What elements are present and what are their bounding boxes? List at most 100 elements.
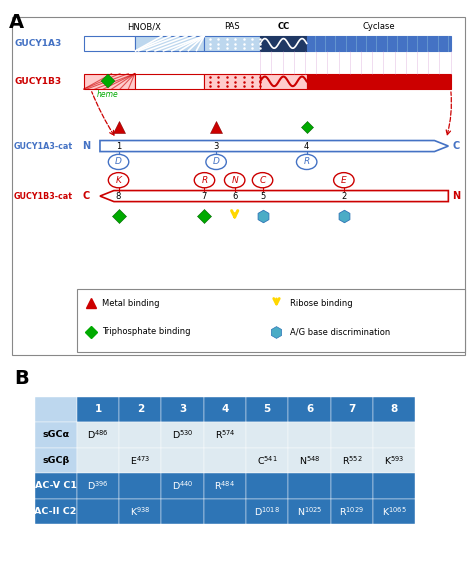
Text: E$^{473}$: E$^{473}$ [130, 454, 150, 467]
Text: K$^{1065}$: K$^{1065}$ [382, 505, 407, 518]
Text: R$^{1029}$: R$^{1029}$ [339, 505, 365, 518]
FancyBboxPatch shape [373, 448, 415, 473]
FancyBboxPatch shape [35, 473, 77, 499]
FancyBboxPatch shape [204, 36, 260, 51]
Text: N: N [231, 176, 238, 185]
Text: 4: 4 [221, 404, 228, 415]
FancyBboxPatch shape [204, 448, 246, 473]
Text: N: N [82, 141, 90, 151]
FancyBboxPatch shape [373, 499, 415, 524]
FancyBboxPatch shape [246, 499, 288, 524]
FancyBboxPatch shape [288, 448, 331, 473]
Text: 8: 8 [116, 191, 121, 201]
FancyBboxPatch shape [246, 473, 288, 499]
FancyBboxPatch shape [119, 422, 162, 448]
FancyBboxPatch shape [331, 473, 373, 499]
FancyBboxPatch shape [77, 397, 119, 422]
Text: A/G base discrimination: A/G base discrimination [291, 327, 391, 336]
Text: AC-II C2: AC-II C2 [35, 507, 77, 516]
Text: R: R [303, 158, 310, 166]
Text: 8: 8 [391, 404, 398, 415]
FancyBboxPatch shape [260, 74, 307, 89]
Text: Metal binding: Metal binding [102, 298, 160, 308]
FancyBboxPatch shape [77, 448, 119, 473]
FancyBboxPatch shape [135, 36, 204, 51]
FancyBboxPatch shape [204, 397, 246, 422]
Text: Triphosphate binding: Triphosphate binding [102, 327, 191, 336]
Text: GUCY1B3: GUCY1B3 [14, 77, 61, 86]
Text: 1: 1 [94, 404, 101, 415]
FancyBboxPatch shape [260, 36, 307, 51]
Text: D: D [115, 158, 122, 166]
Text: D$^{1018}$: D$^{1018}$ [255, 505, 280, 518]
Text: B: B [14, 369, 29, 388]
FancyBboxPatch shape [77, 422, 119, 448]
FancyBboxPatch shape [119, 499, 162, 524]
Text: C$^{541}$: C$^{541}$ [257, 454, 278, 467]
Text: K$^{938}$: K$^{938}$ [130, 505, 151, 518]
Text: Ribose binding: Ribose binding [291, 298, 353, 308]
Text: GUCY1A3: GUCY1A3 [14, 39, 61, 48]
Text: R$^{484}$: R$^{484}$ [214, 480, 236, 492]
FancyBboxPatch shape [204, 422, 246, 448]
FancyBboxPatch shape [135, 74, 204, 89]
Text: 2: 2 [341, 191, 346, 201]
FancyBboxPatch shape [119, 473, 162, 499]
FancyBboxPatch shape [162, 448, 204, 473]
Text: 5: 5 [260, 191, 265, 201]
Text: 1: 1 [116, 141, 121, 151]
Text: heme: heme [97, 90, 119, 99]
Text: N$^{1025}$: N$^{1025}$ [297, 505, 322, 518]
FancyBboxPatch shape [84, 36, 135, 51]
FancyBboxPatch shape [204, 473, 246, 499]
FancyBboxPatch shape [77, 499, 119, 524]
Text: Cyclase: Cyclase [362, 22, 395, 32]
Text: 7: 7 [202, 191, 207, 201]
FancyBboxPatch shape [331, 422, 373, 448]
FancyBboxPatch shape [331, 448, 373, 473]
FancyBboxPatch shape [331, 397, 373, 422]
FancyBboxPatch shape [288, 422, 331, 448]
Text: R$^{552}$: R$^{552}$ [342, 454, 362, 467]
Text: sGCβ: sGCβ [42, 456, 69, 465]
Text: D$^{530}$: D$^{530}$ [172, 428, 193, 441]
FancyBboxPatch shape [162, 422, 204, 448]
Text: D$^{396}$: D$^{396}$ [87, 480, 109, 492]
Text: C: C [259, 176, 265, 185]
FancyBboxPatch shape [119, 448, 162, 473]
FancyBboxPatch shape [373, 473, 415, 499]
Text: E: E [341, 176, 346, 185]
FancyBboxPatch shape [77, 473, 119, 499]
Text: sGCα: sGCα [42, 431, 69, 439]
Text: N: N [452, 191, 460, 201]
Text: D: D [213, 158, 219, 166]
Text: 2: 2 [137, 404, 144, 415]
Text: CC: CC [277, 22, 290, 32]
FancyBboxPatch shape [204, 499, 246, 524]
FancyBboxPatch shape [288, 473, 331, 499]
FancyBboxPatch shape [246, 397, 288, 422]
FancyBboxPatch shape [162, 473, 204, 499]
FancyBboxPatch shape [77, 289, 465, 352]
Text: D$^{486}$: D$^{486}$ [87, 428, 109, 441]
Text: GUCY1B3-cat: GUCY1B3-cat [14, 191, 73, 201]
Text: PAS: PAS [225, 22, 240, 32]
FancyBboxPatch shape [246, 448, 288, 473]
FancyBboxPatch shape [331, 499, 373, 524]
FancyBboxPatch shape [288, 499, 331, 524]
Text: 7: 7 [348, 404, 356, 415]
Polygon shape [100, 190, 448, 202]
FancyBboxPatch shape [162, 499, 204, 524]
FancyBboxPatch shape [35, 448, 77, 473]
Text: K: K [116, 176, 121, 185]
Text: C: C [82, 191, 90, 201]
Text: GUCY1A3-cat: GUCY1A3-cat [14, 141, 73, 151]
Text: A: A [9, 13, 25, 32]
Text: K$^{593}$: K$^{593}$ [384, 454, 404, 467]
Text: 5: 5 [264, 404, 271, 415]
Text: 6: 6 [232, 191, 237, 201]
Text: HNOB/X: HNOB/X [127, 22, 161, 32]
FancyBboxPatch shape [373, 422, 415, 448]
FancyBboxPatch shape [288, 397, 331, 422]
FancyBboxPatch shape [246, 422, 288, 448]
